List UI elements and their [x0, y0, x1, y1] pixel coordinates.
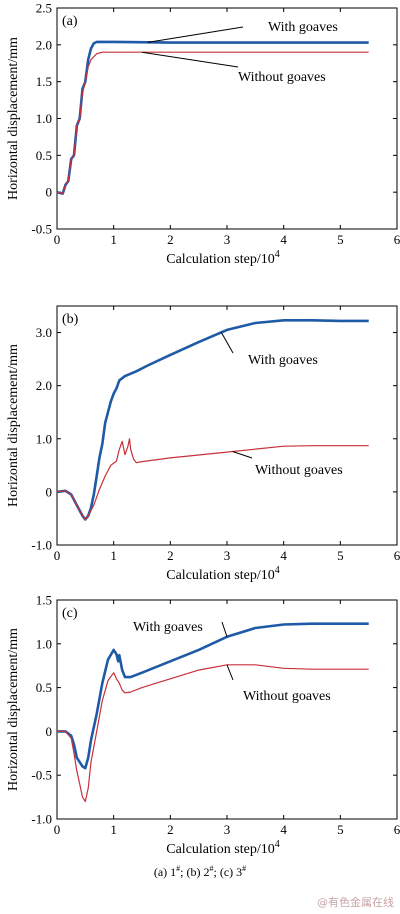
- y-axis-label: Horizontal displacement/mm: [6, 37, 21, 200]
- y-tick-label: 1.0: [36, 111, 52, 126]
- legend-without-goaves: Without goaves: [255, 463, 343, 478]
- legend-with-goaves: With goaves: [248, 353, 318, 368]
- legend-leader-line: [220, 332, 234, 354]
- x-axis-label-exponent: 4: [275, 249, 280, 260]
- caption-sup-c: #: [242, 864, 247, 873]
- legend-without-goaves: Without goaves: [243, 689, 331, 704]
- caption-part-c: ; (c) 3: [213, 865, 243, 879]
- y-tick-label: -1.0: [31, 812, 52, 827]
- x-tick-label: 2: [167, 548, 174, 563]
- x-tick-label: 5: [337, 548, 344, 563]
- x-tick-label: 3: [224, 232, 231, 247]
- x-tick-label: 5: [337, 232, 344, 247]
- series-line-with-goaves: [56, 319, 369, 521]
- x-tick-label: 3: [224, 822, 231, 837]
- caption-part-a: (a) 1: [153, 865, 177, 879]
- y-axis-label: Horizontal displacement/mm: [6, 344, 21, 507]
- x-tick-label: 4: [280, 232, 287, 247]
- x-tick-label: 2: [167, 232, 174, 247]
- x-tick-label: 1: [110, 822, 117, 837]
- series-line-without-goaves: [56, 438, 369, 521]
- legend-with-goaves: With goaves: [133, 620, 203, 635]
- y-tick-label: 0.5: [36, 680, 52, 695]
- x-tick-label: 0: [54, 548, 61, 563]
- x-tick-label: 4: [280, 548, 287, 563]
- y-tick-label: 1.5: [36, 74, 52, 89]
- legend-without-goaves: Without goaves: [238, 70, 326, 85]
- caption-part-b: ; (b) 2: [180, 865, 210, 879]
- legend-leader-line: [141, 51, 239, 68]
- y-tick-label: 1.0: [36, 636, 52, 651]
- series-line-without-goaves: [56, 51, 369, 195]
- series-line-with-goaves: [56, 40, 369, 195]
- y-tick-label: 1.0: [36, 431, 52, 446]
- x-tick-label: 5: [337, 822, 344, 837]
- panel-label: (b): [62, 312, 79, 327]
- x-tick-label: 6: [394, 548, 400, 563]
- panel-label: (c): [62, 606, 78, 621]
- x-tick-label: 1: [110, 232, 117, 247]
- y-tick-label: 0: [46, 185, 53, 200]
- y-tick-label: 0: [46, 484, 53, 499]
- x-tick-label: 4: [280, 822, 287, 837]
- panel-c: 0 1 2 3 4 5 6 -1.0 -0.5 0 0.5 1.0 1.5 Calculation ste…: [6, 593, 400, 858]
- y-tick-label: -0.5: [31, 222, 52, 237]
- x-tick-label: 1: [110, 548, 117, 563]
- caption-sup-b: #: [209, 864, 214, 873]
- legend-leader-line: [232, 450, 253, 459]
- x-axis-label-exponent: 4: [275, 565, 280, 576]
- caption-sup-a: #: [176, 864, 181, 873]
- series-line-with-goaves: [57, 622, 369, 770]
- x-tick-label: 3: [224, 548, 231, 563]
- legend-leader-line: [147, 26, 244, 43]
- y-tick-label: 3.0: [36, 325, 52, 340]
- y-tick-label: 0: [46, 724, 53, 739]
- series-line-without-goaves: [57, 664, 369, 803]
- watermark: @有色金属在线: [317, 896, 394, 909]
- x-axis-label: Calculation step/104: [166, 249, 279, 267]
- y-axis-label: Horizontal displacement/mm: [6, 628, 21, 791]
- panel-label: (a): [62, 14, 78, 29]
- x-tick-label: 6: [394, 822, 400, 837]
- x-tick-label: 6: [394, 232, 400, 247]
- y-tick-label: 0.5: [36, 148, 52, 163]
- y-tick-label: -0.5: [31, 768, 52, 783]
- x-tick-label: 2: [167, 822, 174, 837]
- x-axis-label-exponent: 4: [275, 839, 280, 850]
- y-tick-label: 2.5: [36, 1, 52, 16]
- legend-leader-line: [226, 664, 234, 681]
- plot-frame: [56, 599, 398, 820]
- figure-caption: (a) 1#; (b) 2#; (c) 3#: [0, 864, 400, 880]
- x-tick-label: 0: [54, 822, 61, 837]
- y-tick-label: 2.0: [36, 37, 52, 52]
- y-tick-label: 1.5: [36, 593, 52, 608]
- y-tick-label: 2.0: [36, 378, 52, 393]
- legend-with-goaves: With goaves: [268, 20, 338, 35]
- x-axis-label: Calculation step/104: [166, 565, 279, 583]
- legend-leader-line: [221, 621, 228, 637]
- x-tick-label: 0: [54, 232, 61, 247]
- y-tick-label: -1.0: [31, 538, 52, 553]
- x-axis-label: Calculation step/104: [166, 839, 279, 857]
